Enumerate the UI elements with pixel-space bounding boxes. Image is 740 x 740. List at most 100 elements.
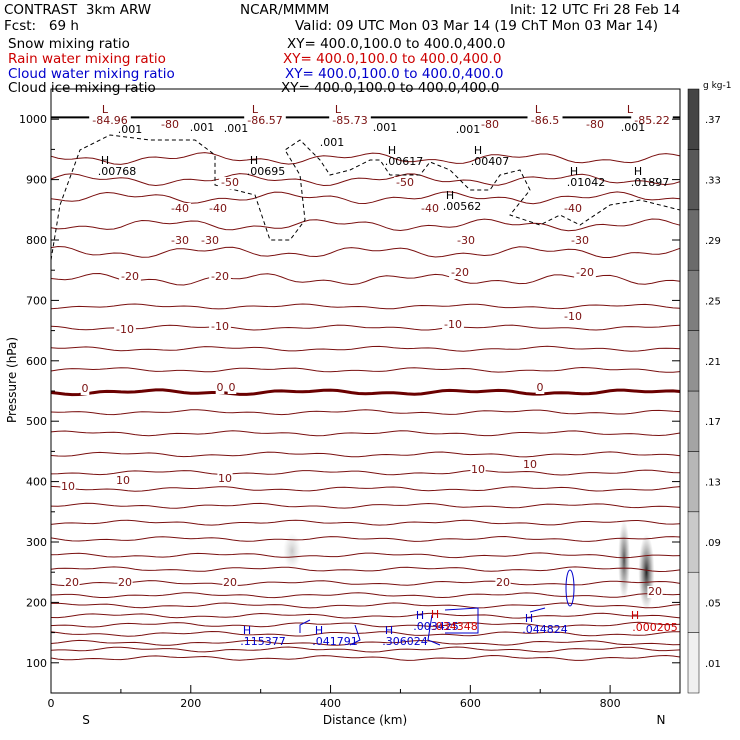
temp-label-bg-19 — [209, 271, 231, 283]
init-time: Init: 12 UTC Fri 28 Feb 14 — [510, 2, 681, 18]
isotherm-2 — [50, 639, 681, 646]
temp-label-0: -84.96 — [92, 114, 127, 127]
temp-label-bg-37 — [222, 577, 238, 589]
cw-contour-2 — [427, 614, 441, 646]
temp-label-bg-15 — [199, 235, 221, 247]
temp-label-38: 20 — [496, 576, 510, 589]
field-cloudwater-xy: XY= 400.0,100.0 to 400.0,400.0 — [285, 66, 504, 82]
field-snow-xy: XY= 400.0,100.0 to 400.0,400.0 — [287, 36, 506, 52]
cw-max-0: .115377 — [240, 635, 286, 648]
y-tick-label-7: 800 — [26, 234, 47, 247]
temp-label-bg-32 — [217, 473, 233, 485]
low-marker-2: L — [335, 103, 342, 116]
isotherm-11 — [50, 535, 681, 542]
temp-label-bg-22 — [114, 324, 136, 336]
colorbar-tick-9: .37 — [705, 115, 721, 126]
isotherm-9 — [50, 566, 681, 573]
y-tick-label-0: 100 — [26, 657, 47, 670]
isotherm-13 — [50, 502, 681, 509]
ice-contour — [50, 134, 681, 261]
x-tick-label-1: 200 — [180, 697, 201, 710]
field-rain-xy: XY= 400.0,100.0 to 400.0,400.0 — [283, 51, 502, 67]
temp-label-29: 0 — [537, 381, 544, 394]
isotherm-5 — [50, 612, 681, 619]
temp-label-33: 10 — [471, 463, 485, 476]
temp-label-bg-5 — [527, 115, 563, 127]
temp-label-bg-0 — [89, 115, 131, 127]
temp-label-bg-4 — [479, 119, 501, 131]
colorbar-tick-8: .33 — [705, 176, 721, 187]
cw-high-marker-2: H — [385, 624, 393, 637]
colorbar-segment-0 — [687, 632, 700, 694]
x-tick-label-2: 400 — [320, 697, 341, 710]
temp-label-bg-31 — [115, 475, 131, 487]
ice-contour-label-1: .001 — [190, 121, 215, 134]
ice-max-2: .00617 — [385, 155, 424, 168]
ice-contour-label-4: .001 — [373, 121, 398, 134]
cw-max-4: .044824 — [522, 623, 568, 636]
colorbar-tick-0: .01 — [705, 659, 721, 670]
temp-label-25: -10 — [564, 310, 582, 323]
isotherm-17 — [50, 430, 681, 437]
temp-label-bg-23 — [209, 321, 231, 333]
isotherm-28 — [50, 173, 681, 187]
temp-label-bg-25 — [562, 311, 584, 323]
temp-label-18: -20 — [121, 270, 139, 283]
ice-shading-1 — [618, 520, 631, 601]
cw-max-3: .003425 — [413, 620, 459, 633]
ice-high-marker-0: H — [101, 154, 109, 167]
y-tick-label-3: 400 — [26, 476, 47, 489]
temp-label-21: -20 — [576, 266, 594, 279]
y-tick-label-9: 1000 — [19, 113, 47, 126]
isotherm-23 — [50, 303, 681, 310]
ice-shading-2 — [638, 534, 655, 611]
colorbar-tick-3: .13 — [705, 478, 721, 489]
rain-high-marker-0: H — [431, 608, 439, 621]
temp-label-bg-16 — [455, 235, 477, 247]
temp-label-10: -40 — [171, 202, 189, 215]
temp-label-32: 10 — [218, 472, 232, 485]
temp-label-12: -40 — [421, 202, 439, 215]
isotherm-7 — [50, 592, 681, 599]
x-axis-left-end: S — [82, 713, 90, 727]
low-marker-4: L — [627, 103, 634, 116]
cw-contour-3 — [444, 607, 479, 634]
y-axis-label: Pressure (hPa) — [5, 337, 19, 423]
forecast-hour: Fcst: 69 h — [4, 18, 79, 34]
cw-max-2: .306024 — [382, 635, 428, 648]
temp-label-35: 20 — [65, 576, 79, 589]
ice-max-4: .00562 — [443, 200, 482, 213]
temp-label-9: -50 — [396, 176, 414, 189]
temp-label-bg-38 — [495, 577, 511, 589]
temp-label-11: -40 — [209, 202, 227, 215]
x-tick-label-4: 800 — [600, 697, 621, 710]
temp-label-26: 0 — [82, 382, 89, 395]
isotherm-4 — [50, 621, 681, 628]
temp-label-39: 20 — [648, 585, 662, 598]
field-ice-xy: XY= 400.0,100.0 to 400.0,400.0 — [281, 80, 500, 96]
temp-label-5: -86.5 — [531, 114, 559, 127]
center-label: NCAR/MMMM — [240, 2, 330, 18]
isotherm-10 — [50, 552, 681, 559]
isotherm-6 — [50, 602, 681, 609]
isotherm-1 — [50, 646, 681, 653]
isotherm-16 — [50, 451, 681, 458]
isotherm-20 — [50, 366, 681, 373]
temp-label-30: 10 — [61, 480, 75, 493]
colorbar-unit: g kg-1 — [703, 81, 731, 91]
temp-label-bg-30 — [60, 481, 76, 493]
temp-label-bg-13 — [562, 203, 584, 215]
temp-label-37: 20 — [223, 576, 237, 589]
ice-max-1: .00695 — [247, 165, 286, 178]
temp-label-34: 10 — [523, 458, 537, 471]
temp-label-22: -10 — [116, 323, 134, 336]
y-tick-label-6: 700 — [26, 294, 47, 307]
temp-label-20: -20 — [451, 266, 469, 279]
isotherm-22 — [50, 324, 681, 331]
isotherm-8 — [50, 580, 681, 587]
temp-label-bg-20 — [449, 267, 471, 279]
ice-high-marker-4: H — [446, 189, 454, 202]
temp-label-bg-34 — [522, 459, 538, 471]
colorbar-segment-8 — [687, 149, 700, 211]
temp-label-bg-36 — [117, 577, 133, 589]
